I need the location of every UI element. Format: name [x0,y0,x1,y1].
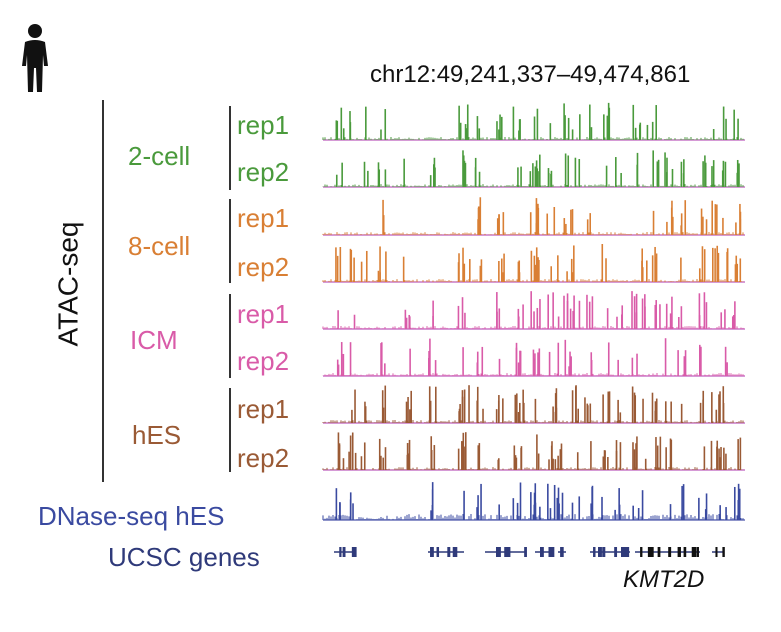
bracket-8cell [229,199,231,283]
gene-exon [540,547,544,557]
gene-name-kmt2d: KMT2D [623,566,705,593]
ucsc-genes-label: UCSC genes [108,542,260,572]
signal-track [322,291,745,330]
gene-exon [640,547,643,557]
rep-label: rep1 [237,394,290,424]
gene-exon [351,547,356,557]
rep-label: rep2 [237,252,290,282]
gene-exon [430,547,434,557]
gene-exon [625,547,630,557]
ucsc-gene-track [334,547,725,557]
group-label-icm: ICM [130,325,178,355]
rep-label: rep2 [237,157,290,187]
gene-exon [550,547,555,557]
signal-track [322,197,745,236]
signal-tracks [322,102,745,521]
gene-exon [620,547,625,557]
rep-label: rep1 [237,299,290,329]
atac-bracket-line [102,100,104,482]
gene-exon [623,547,627,557]
gene-exon [342,547,346,557]
gene-exon [677,547,681,557]
gene-exon [658,547,661,557]
gene-exon [715,547,718,557]
bracket-icm [229,294,231,378]
rep-label: rep1 [237,110,290,140]
gene-exon [548,547,552,557]
bracket-hes [229,388,231,472]
gene-exon [614,547,618,557]
signal-track [322,432,745,471]
signal-track [322,150,745,188]
signal-track [322,102,745,141]
gene-exon [436,547,440,557]
gene-exon [454,547,458,557]
rep-label: rep1 [237,203,290,233]
gene-exon [560,547,564,557]
gene-exon [339,547,342,557]
human-silhouette-icon [22,24,48,92]
gene-exon [504,547,508,557]
genomic-coordinates: chr12:49,241,337–49,474,861 [370,61,691,88]
dnase-track-label: DNase-seq hES [38,501,225,531]
gene-exon [593,547,596,557]
assay-label-atac: ATAC-seq [52,221,84,347]
bracket-2cell [229,106,231,190]
gene-exon [447,547,451,557]
gene-exon [650,547,654,557]
gene-exon [696,547,699,557]
group-label-8cell: 8-cell [128,231,191,261]
signal-track [322,338,745,377]
gene-exon [507,547,511,557]
signal-track [322,244,745,283]
gene-exon [668,547,672,557]
gene-exon [683,547,687,557]
signal-track [322,482,745,521]
group-label-2cell: 2-cell [128,141,191,171]
rep-label: rep2 [237,443,290,473]
group-label-hes: hES [132,420,182,450]
rep-label: rep2 [237,346,290,376]
gene-exon [692,547,696,557]
gene-exon [602,547,606,557]
gene-exon [647,547,651,557]
signal-track [322,385,745,424]
gene-exon [497,547,501,557]
gene-exon [722,547,725,557]
gene-exon [598,547,602,557]
gene-exon [452,547,456,557]
gene-exon [524,547,527,557]
